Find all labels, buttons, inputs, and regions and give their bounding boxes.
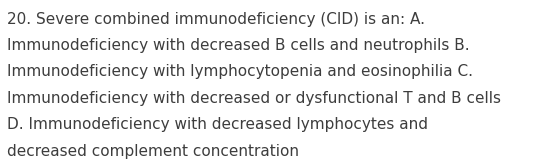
Text: Immunodeficiency with decreased B cells and neutrophils B.: Immunodeficiency with decreased B cells … [7, 38, 470, 53]
Text: Immunodeficiency with lymphocytopenia and eosinophilia C.: Immunodeficiency with lymphocytopenia an… [7, 64, 473, 79]
Text: decreased complement concentration: decreased complement concentration [7, 144, 299, 159]
Text: 20. Severe combined immunodeficiency (CID) is an: A.: 20. Severe combined immunodeficiency (CI… [7, 12, 425, 27]
Text: Immunodeficiency with decreased or dysfunctional T and B cells: Immunodeficiency with decreased or dysfu… [7, 91, 501, 106]
Text: D. Immunodeficiency with decreased lymphocytes and: D. Immunodeficiency with decreased lymph… [7, 117, 428, 132]
